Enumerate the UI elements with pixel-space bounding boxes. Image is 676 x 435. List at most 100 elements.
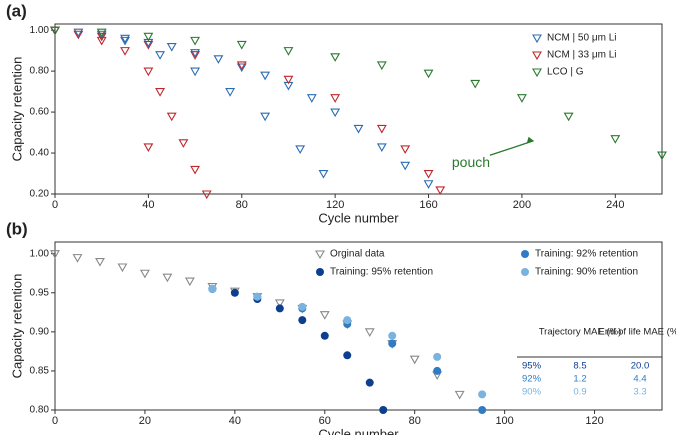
x-tick-label: 240 (606, 199, 624, 211)
point (155, 88, 166, 97)
x-axis-label: Cycle number (318, 210, 399, 225)
point (319, 311, 330, 320)
point (283, 75, 294, 85)
point (433, 366, 442, 375)
point (435, 186, 446, 196)
point (143, 67, 154, 77)
point (72, 254, 83, 263)
point (353, 124, 364, 134)
panel-label: (a) (6, 1, 27, 20)
point (330, 94, 341, 103)
point (50, 26, 60, 36)
point (376, 143, 387, 153)
x-tick-label: 80 (409, 415, 421, 427)
point (230, 288, 239, 297)
table-cell: 20.0 (631, 361, 650, 372)
point (400, 161, 411, 171)
annotation-arrow (489, 140, 534, 156)
point (330, 108, 341, 118)
point (610, 135, 621, 144)
point (139, 269, 150, 279)
point (50, 250, 60, 259)
table-cell: 8.5 (573, 361, 586, 372)
point (376, 124, 387, 134)
point (96, 32, 107, 42)
x-axis-label: Cycle number (318, 426, 399, 435)
legend-label: NCM | 50 μm Li (547, 33, 616, 44)
plot-frame (54, 241, 663, 411)
point (274, 299, 285, 309)
point (143, 32, 154, 42)
x-tick-label: 100 (495, 415, 513, 427)
point (190, 49, 201, 58)
point (409, 355, 420, 365)
point (96, 30, 107, 40)
point (283, 47, 294, 56)
x-tick-label: 120 (585, 415, 603, 427)
x-tick-label: 40 (142, 199, 154, 211)
point (364, 328, 375, 337)
y-tick-label: 0.95 (30, 287, 50, 298)
point (190, 67, 201, 77)
point (298, 316, 307, 325)
y-tick-label: 0.80 (30, 405, 50, 416)
point (343, 316, 352, 325)
table-cell: 1.2 (573, 374, 586, 385)
x-tick-label: 160 (419, 199, 437, 211)
table-cell: 0.9 (573, 387, 586, 398)
point (298, 302, 307, 311)
point (120, 36, 130, 46)
point (236, 63, 247, 73)
point (201, 190, 212, 200)
panel-label: (b) (6, 219, 28, 238)
point (225, 88, 236, 97)
point (343, 351, 352, 360)
legend-marker (316, 268, 324, 276)
y-tick-label: 0.90 (30, 327, 50, 338)
point (117, 263, 128, 273)
x-tick-label: 0 (52, 415, 58, 427)
legend-label: LCO | G (547, 67, 584, 78)
x-tick-label: 20 (139, 415, 151, 427)
plot-frame (54, 23, 663, 195)
y-tick-label: 0.40 (30, 148, 50, 159)
x-tick-label: 0 (52, 199, 58, 211)
y-tick-label: 0.80 (30, 66, 50, 77)
point (320, 331, 329, 340)
point (236, 40, 247, 50)
point (184, 277, 195, 287)
point (423, 180, 434, 189)
point (166, 112, 177, 122)
legend-label: Training: 90% retention (535, 267, 638, 278)
point (143, 40, 154, 50)
legend-marker (521, 250, 529, 258)
point (400, 145, 411, 155)
point (423, 69, 434, 79)
y-tick-label: 0.20 (30, 189, 50, 200)
point (166, 42, 177, 52)
legend-marker (315, 250, 325, 260)
point (95, 257, 105, 267)
point (388, 331, 397, 340)
table-cell: 3.3 (633, 387, 646, 398)
legend-marker (532, 68, 542, 78)
point (260, 112, 271, 122)
x-tick-label: 200 (513, 199, 531, 211)
point (275, 304, 284, 313)
table-cell: 92% (522, 374, 542, 385)
legend-label: Orginal data (330, 249, 385, 260)
legend-marker (532, 34, 542, 44)
point (478, 406, 487, 414)
point (253, 292, 262, 301)
point (306, 94, 317, 103)
y-axis-label: Capacity retention (9, 274, 24, 379)
table-header: Trajectory MAE (%) (539, 327, 622, 338)
point (143, 143, 154, 153)
point (295, 145, 306, 155)
y-tick-label: 1.00 (30, 248, 50, 259)
table-cell: 95% (522, 361, 542, 372)
annotation: pouch (452, 154, 490, 170)
legend-marker (521, 268, 529, 276)
point (330, 53, 341, 62)
